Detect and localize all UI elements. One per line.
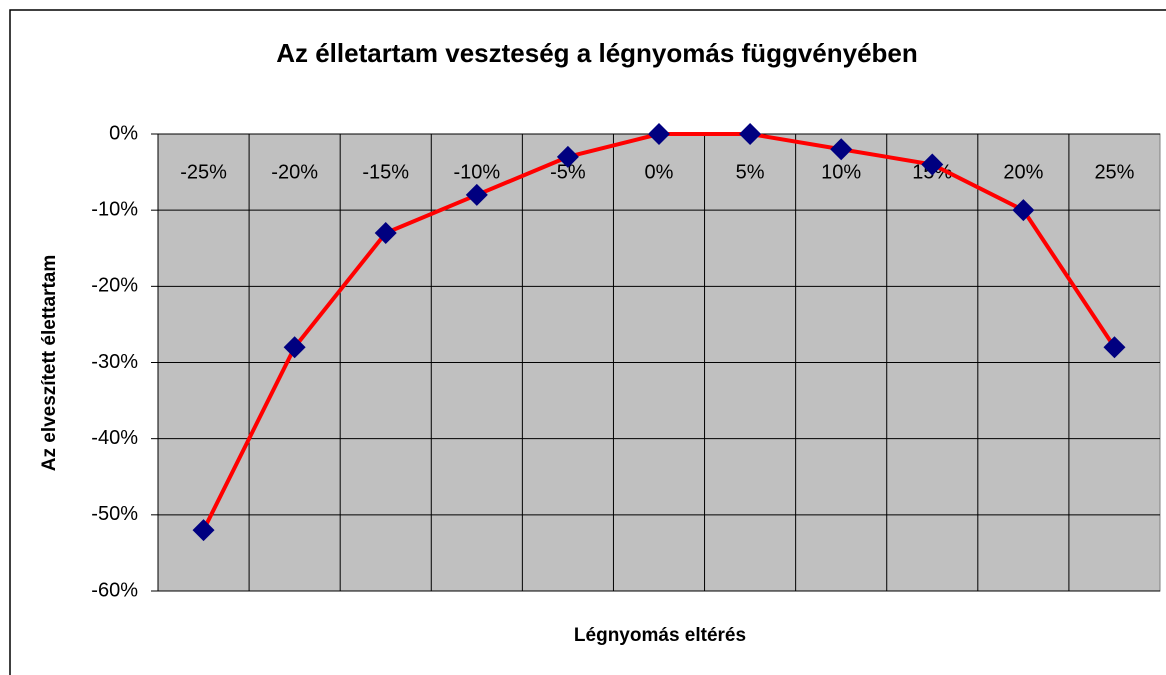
data-point: [739, 123, 762, 145]
data-point: [465, 183, 488, 206]
x-tick-label: -5%: [550, 161, 586, 183]
data-point: [556, 145, 579, 168]
x-tick-label: 25%: [1094, 161, 1134, 183]
x-tick-label: 5%: [736, 161, 765, 183]
chart-title: Az élletartam veszteség a légnyomás függ…: [276, 38, 918, 68]
data-point: [648, 123, 670, 145]
y-tick-label: -50%: [91, 503, 138, 525]
y-axis-label: Az elveszített élettartam: [39, 255, 60, 471]
y-tick-label: 0%: [109, 122, 138, 144]
y-tick-label: -60%: [91, 579, 138, 601]
x-tick-label: -25%: [180, 161, 227, 183]
y-tick-label: -40%: [91, 427, 138, 449]
x-axis-label: Légnyomás eltérés: [574, 625, 746, 646]
data-point: [921, 153, 944, 176]
data-point: [1103, 336, 1126, 359]
data-point: [374, 222, 397, 245]
data-point: [192, 519, 215, 542]
x-tick-label: -10%: [453, 161, 500, 183]
data-point: [830, 138, 853, 161]
y-tick-label: -10%: [91, 198, 138, 220]
x-tick-label: 20%: [1003, 161, 1043, 183]
y-tick-label: -30%: [91, 351, 138, 373]
x-tick-label: -15%: [362, 161, 409, 183]
y-tick-label: -20%: [91, 275, 138, 297]
x-tick-label: 0%: [645, 161, 674, 183]
x-tick-label: -20%: [271, 161, 318, 183]
x-tick-label: 10%: [821, 161, 861, 183]
data-point: [283, 336, 306, 359]
data-point: [1012, 199, 1035, 222]
